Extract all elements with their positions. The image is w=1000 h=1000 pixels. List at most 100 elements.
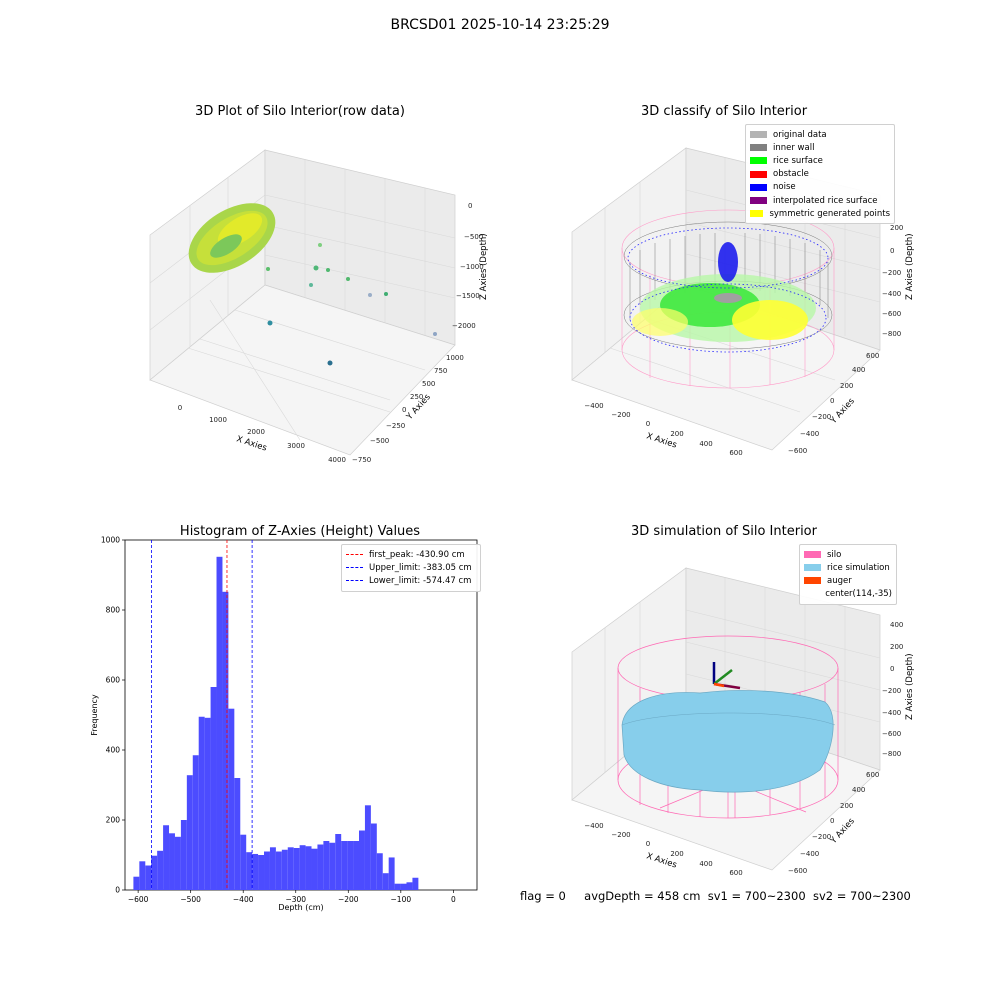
histogram-bar (287, 847, 294, 890)
histogram-bar (163, 825, 170, 890)
classify-xtick: 600 (729, 449, 742, 457)
histogram-bar (264, 851, 270, 890)
classify-legend-item: symmetric generated points (750, 207, 890, 220)
simulation-legend-item: center(114,-35) (804, 588, 892, 601)
histogram-bars (133, 556, 419, 890)
simulation-legend-item: rice simulation (804, 561, 892, 574)
classify-legend-label: symmetric generated points (769, 208, 890, 219)
sv2-value: sv2 = 700~2300 (812, 889, 911, 903)
histogram-bar (246, 852, 253, 890)
classify-xlabel: X Axies (645, 431, 678, 450)
raw-xtick: 0 (178, 404, 182, 412)
classify-silo-cylinder (621, 209, 835, 389)
raw-plot-axes-box (149, 149, 456, 456)
simulation-ztick: −600 (882, 730, 901, 738)
histogram-bar (335, 834, 342, 890)
histogram-bar (359, 830, 365, 890)
histogram-x-tick-label: 0 (451, 895, 456, 904)
histogram-bar (406, 882, 413, 890)
histogram-bar (198, 716, 205, 890)
simulation-xtick: 200 (670, 850, 683, 858)
simulation-zlabel: Z Axies (Depth) (905, 653, 915, 720)
histogram-bar (347, 841, 354, 890)
classify-legend-item: rice surface (750, 154, 890, 167)
histogram-y-tick-label: 800 (106, 606, 121, 615)
histogram-bar (145, 865, 152, 890)
simulation-ytick: −400 (800, 850, 819, 858)
histogram-legend-line (346, 554, 363, 556)
simulation-ytick: 0 (830, 817, 834, 825)
classify-ytick: 600 (866, 352, 879, 360)
classify-ytick: −400 (800, 430, 819, 438)
simulation-ytick: 600 (866, 771, 879, 779)
histogram-y-tick-label: 200 (106, 816, 121, 825)
classify-legend-item: inner wall (750, 141, 890, 154)
auger-axes-icon (712, 662, 741, 690)
histogram-y-tick-label: 600 (106, 676, 121, 685)
simulation-ytick: 200 (840, 802, 853, 810)
simulation-ytick: 400 (852, 786, 865, 794)
classify-ztick: −200 (882, 269, 901, 277)
histogram-bar (281, 849, 288, 890)
histogram-bar (299, 845, 306, 890)
classify-legend-label: interpolated rice surface (773, 195, 878, 206)
simulation-xtick: 600 (729, 869, 742, 877)
simulation-legend-swatch (804, 564, 821, 572)
classify-ytick: −600 (788, 447, 807, 455)
simulation-legend-swatch (804, 577, 821, 585)
histogram-y-tick-label: 400 (106, 746, 121, 755)
simulation-axes-box (571, 567, 881, 871)
histogram-bar (388, 857, 395, 890)
classify-legend-swatch (750, 210, 764, 218)
histogram-reference-lines (151, 540, 253, 890)
histogram-bar (139, 861, 146, 890)
histogram-x-tick-label: −600 (128, 895, 149, 904)
histogram-bar (317, 844, 324, 890)
histogram-legend-label: Lower_limit: -574.47 cm (369, 575, 472, 586)
histogram-xlabel: Depth (cm) (278, 903, 323, 912)
simulation-xtick: 400 (699, 860, 712, 868)
histogram-bar (186, 775, 193, 890)
histogram-bar (364, 805, 371, 890)
histogram-bar (240, 834, 247, 890)
histogram-x-tick-label: −300 (285, 895, 306, 904)
histogram-bar (252, 853, 259, 890)
histogram-bar (293, 848, 300, 890)
simulation-ztick: 0 (890, 665, 894, 673)
histogram-legend-label: first_peak: -430.90 cm (369, 549, 465, 560)
raw-ytick: −750 (352, 456, 371, 464)
simulation-plot-title: 3D simulation of Silo Interior (631, 524, 817, 539)
histogram-bar (305, 846, 312, 890)
simulation-legend-label: center(114,-35) (825, 589, 892, 600)
classify-ztick: −800 (882, 330, 901, 338)
histogram-legend-item: first_peak: -430.90 cm (346, 548, 476, 561)
histogram-bar (192, 755, 199, 890)
histogram-bar (258, 855, 265, 890)
simulation-xtick: −200 (611, 831, 630, 839)
classify-xtick: −200 (611, 411, 630, 419)
histogram-bar (204, 717, 211, 890)
raw-ztick: −2000 (452, 322, 476, 330)
classify-plot-title: 3D classify of Silo Interior (640, 104, 808, 119)
classify-legend-swatch (750, 131, 767, 139)
classify-legend-swatch (750, 144, 767, 152)
raw-ztick: 0 (468, 202, 472, 210)
simulation-ytick: −600 (788, 867, 807, 875)
classify-ylabel: Y Axies (828, 396, 857, 427)
histogram-legend-item: Lower_limit: -574.47 cm (346, 574, 476, 587)
simulation-legend-swatch (804, 551, 821, 559)
histogram-y-tick-label: 0 (115, 886, 120, 895)
simulation-xtick: −400 (584, 822, 603, 830)
simulation-silo-wireframe (617, 635, 839, 819)
histogram-ylabel: Frequency (90, 694, 99, 736)
classify-legend-swatch (750, 170, 767, 178)
classify-ztick: 0 (890, 247, 894, 255)
figure-title: BRCSD01 2025-10-14 23:25:29 (390, 17, 610, 33)
histogram-bar (323, 841, 330, 890)
classify-ytick: 0 (830, 397, 834, 405)
classify-zlabel: Z Axies (Depth) (905, 233, 915, 300)
raw-zlabel: Z Axies (Depth) (479, 233, 489, 300)
histogram-frame (124, 539, 478, 891)
raw-xtick: 3000 (287, 442, 305, 450)
classify-legend-item: original data (750, 128, 890, 141)
